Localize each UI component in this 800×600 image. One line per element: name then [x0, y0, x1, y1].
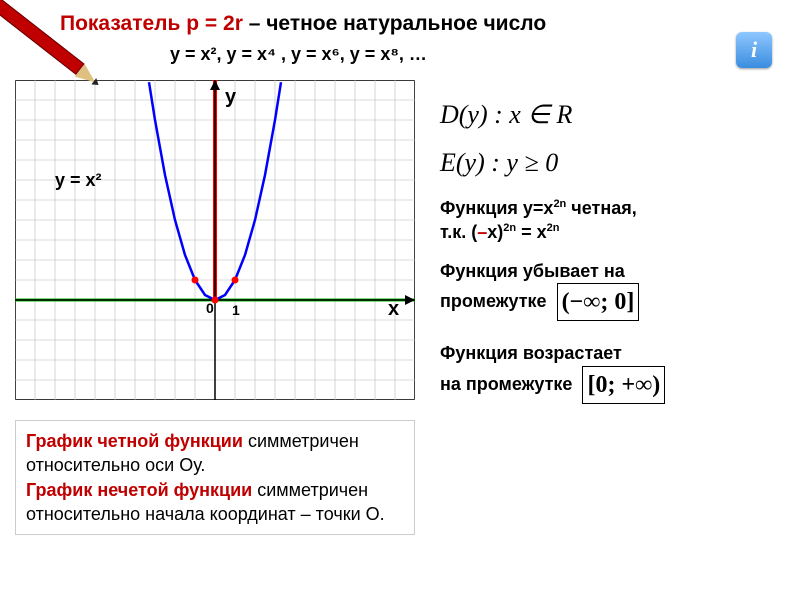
parabola-graph [15, 80, 415, 400]
even-function-text: Функция у=х2n четная, т.к. (–х)2n = х2n [440, 196, 790, 245]
info-icon[interactable]: i [736, 32, 772, 68]
equations-row: у = х², у = х⁴ , у = х⁶, у = х⁸, … [170, 44, 427, 65]
increasing-interval: [0; +∞) [582, 366, 665, 404]
origin-label: 0 [206, 300, 214, 316]
y-axis-label: у [225, 86, 236, 109]
x-axis-label: х [388, 298, 399, 321]
odd-graph-header: График нечетой функции [26, 480, 252, 500]
title-black-part: – четное натуральное число [243, 12, 546, 35]
decreasing-text: Функция убывает на промежутке (−∞; 0] [440, 259, 790, 322]
symmetry-note-box: График четной функции симметричен относи… [15, 420, 415, 535]
even-graph-header: График четной функции [26, 431, 243, 451]
curve-label: у = х² [55, 170, 102, 191]
title-red-part: Показатель р = 2r [60, 12, 243, 35]
right-column: D(y) : x ∈ R E(y) : y ≥ 0 Функция у=х2n … [440, 100, 790, 418]
page-title: Показатель р = 2r – четное натуральное ч… [60, 12, 546, 36]
increasing-text: Функция возрастает на промежутке [0; +∞) [440, 341, 790, 404]
range-formula: E(y) : y ≥ 0 [440, 148, 790, 178]
decreasing-interval: (−∞; 0] [557, 283, 640, 321]
one-label: 1 [232, 302, 240, 318]
domain-formula: D(y) : x ∈ R [440, 100, 790, 130]
